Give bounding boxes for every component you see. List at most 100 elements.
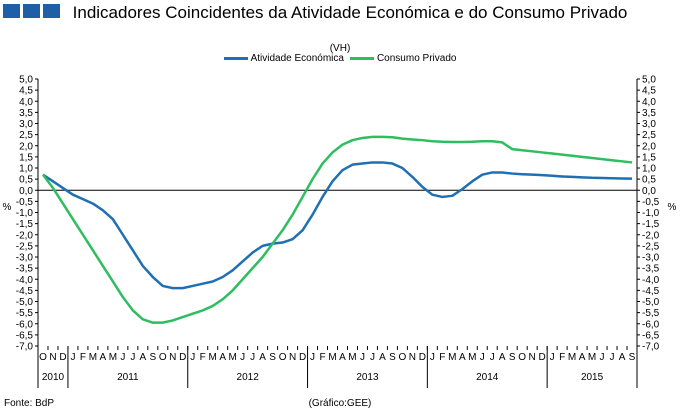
y-tick-label-right: 0,0	[642, 186, 656, 197]
y-tick-label-left: 5,0	[19, 75, 33, 86]
x-tick-label: M	[468, 352, 476, 363]
y-tick-label-left: 3,5	[19, 108, 33, 119]
x-tick-label: S	[269, 352, 276, 363]
x-tick-label: S	[629, 352, 636, 363]
x-tick-label: J	[370, 352, 375, 363]
y-tick-label-right: 1,0	[642, 164, 656, 175]
chart-title: Indicadores Coincidentes da Atividade Ec…	[72, 3, 628, 22]
legend-item-consumo: Consumo Privado	[349, 53, 457, 64]
x-tick-label: M	[89, 352, 97, 363]
y-tick-label-right: -1,5	[642, 219, 660, 230]
y-tick-label-left: -3,5	[16, 264, 34, 275]
legend-label-consumo: Consumo Privado	[376, 53, 457, 64]
y-tick-label-left: -4,5	[16, 286, 34, 297]
x-tick-label: M	[588, 352, 596, 363]
x-tick-label: M	[448, 352, 456, 363]
credit-note: (Gráfico:GEE)	[308, 398, 372, 409]
x-tick-label: A	[100, 352, 107, 363]
y-tick-label-left: 1,5	[19, 152, 33, 163]
source-note: Fonte: BdP	[4, 398, 55, 409]
y-tick-label-left: 2,0	[19, 141, 33, 152]
x-tick-label: O	[518, 352, 526, 363]
y-tick-label-left: -2,5	[16, 241, 34, 252]
x-tick-label: N	[289, 352, 296, 363]
y-tick-label-left: 4,0	[19, 97, 33, 108]
y-tick-label-right: -5,5	[642, 308, 660, 319]
y-tick-label-left: -2,0	[16, 230, 34, 241]
y-tick-label-left: 2,5	[19, 130, 33, 141]
brand-logo	[3, 4, 60, 18]
y-tick-label-left: 3,0	[19, 119, 33, 130]
x-tick-label: J	[250, 352, 255, 363]
x-tick-label: N	[169, 352, 176, 363]
x-tick-label: N	[529, 352, 536, 363]
x-tick-label: F	[559, 352, 565, 363]
x-tick-label: F	[200, 352, 206, 363]
x-tick-label: F	[439, 352, 445, 363]
x-tick-label: J	[310, 352, 315, 363]
x-tick-label: N	[49, 352, 56, 363]
x-tick-label: A	[259, 352, 266, 363]
y-tick-label-right: 2,5	[642, 130, 656, 141]
x-tick-label: A	[339, 352, 346, 363]
x-tick-label: A	[499, 352, 506, 363]
x-tick-label: J	[480, 352, 485, 363]
logo-square	[43, 4, 60, 18]
y-tick-label-right: 0,5	[642, 175, 656, 186]
y-tick-label-left: 1,0	[19, 164, 33, 175]
x-tick-label: O	[39, 352, 47, 363]
x-tick-label: J	[190, 352, 195, 363]
y-tick-label-left: 0,0	[19, 186, 33, 197]
x-tick-label: A	[579, 352, 586, 363]
x-tick-label: D	[419, 352, 426, 363]
y-tick-label-left: -7,0	[16, 342, 34, 353]
x-tick-label: J	[120, 352, 125, 363]
y-tick-label-left: -6,0	[16, 319, 34, 330]
x-tick-label: J	[610, 352, 615, 363]
x-tick-label: D	[59, 352, 66, 363]
x-tick-label: M	[209, 352, 217, 363]
y-tick-label-right: 4,0	[642, 97, 656, 108]
y-tick-label-right: -2,0	[642, 230, 660, 241]
y-tick-label-right: -5,0	[642, 297, 660, 308]
legend-item-atividade: Atividade Económica	[223, 53, 344, 64]
x-tick-label: J	[70, 352, 75, 363]
y-tick-label-right: -2,5	[642, 241, 660, 252]
y-tick-label-right: -0,5	[642, 197, 660, 208]
y-tick-label-right: -4,5	[642, 286, 660, 297]
legend-label-atividade: Atividade Económica	[250, 53, 344, 64]
x-tick-label: M	[328, 352, 336, 363]
y-axis-label-right: %	[668, 202, 677, 213]
x-tick-label: A	[139, 352, 146, 363]
x-tick-label: M	[109, 352, 117, 363]
x-tick-label: O	[279, 352, 287, 363]
y-tick-label-right: 1,5	[642, 152, 656, 163]
y-tick-label-right: -3,5	[642, 264, 660, 275]
x-tick-label: O	[159, 352, 167, 363]
x-tick-label: J	[490, 352, 495, 363]
year-label: 2012	[237, 372, 260, 383]
x-tick-label: A	[379, 352, 386, 363]
x-tick-label: S	[389, 352, 396, 363]
year-label: 2013	[356, 372, 379, 383]
x-tick-label: D	[179, 352, 186, 363]
year-label: 2010	[42, 372, 65, 383]
x-tick-label: J	[130, 352, 135, 363]
x-tick-label: N	[409, 352, 416, 363]
logo-square	[3, 4, 20, 18]
series-line-consumo	[41, 135, 633, 324]
x-tick-label: F	[319, 352, 325, 363]
year-label: 2014	[476, 372, 499, 383]
x-tick-label: J	[240, 352, 245, 363]
series-line-atividade	[42, 161, 633, 290]
y-tick-label-left: -3,0	[16, 253, 34, 264]
y-tick-label-right: 3,5	[642, 108, 656, 119]
x-tick-label: J	[360, 352, 365, 363]
y-tick-label-left: -4,0	[16, 275, 34, 286]
y-tick-label-right: 4,5	[642, 86, 656, 97]
y-tick-label-right: -6,0	[642, 319, 660, 330]
logo-square	[23, 4, 40, 18]
y-tick-label-right: 5,0	[642, 75, 656, 86]
chart-subtitle: (VH)	[329, 43, 351, 54]
